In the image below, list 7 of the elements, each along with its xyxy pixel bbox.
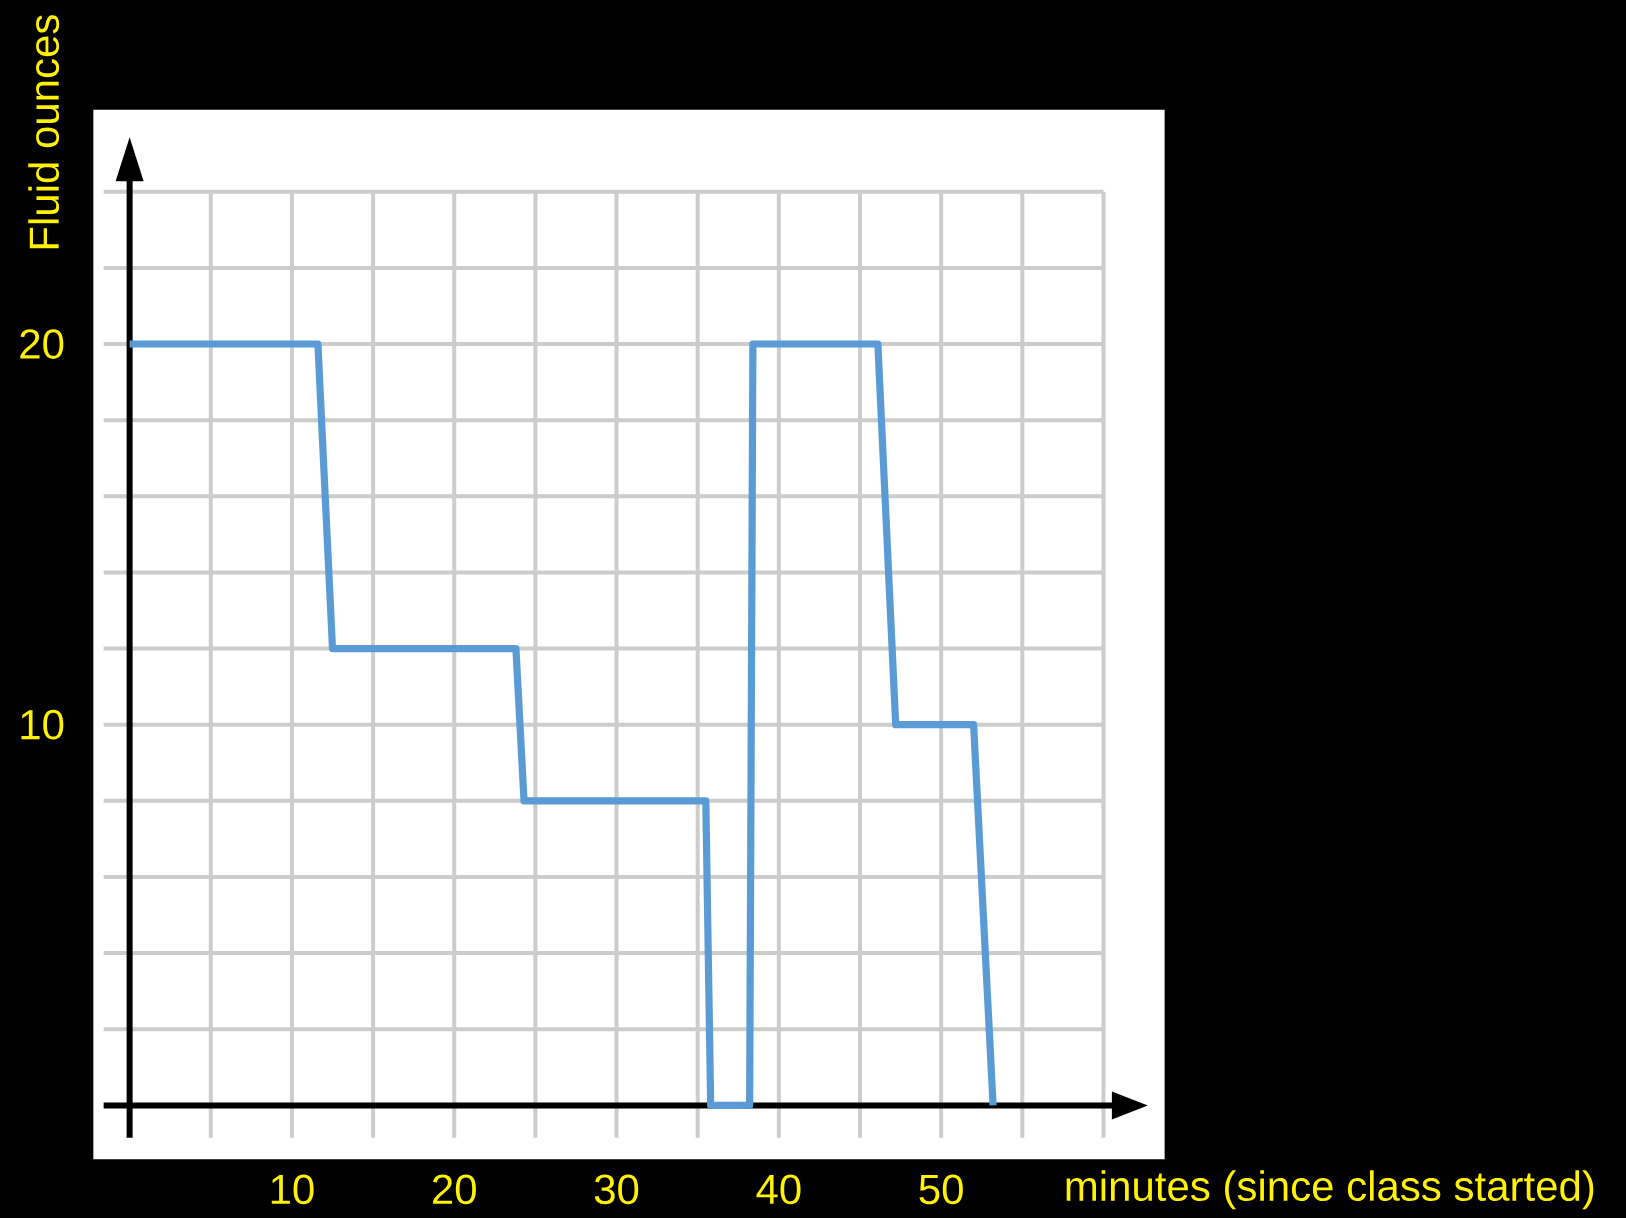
y-axis-title: Fluid ounces — [28, 14, 60, 249]
x-tick-label: 40 — [756, 1174, 801, 1205]
x-axis-title: minutes (since class started) — [1066, 1170, 1594, 1210]
x-tick-label: 20 — [432, 1174, 476, 1205]
x-tick-label: 50 — [919, 1174, 963, 1205]
x-tick-label: 10 — [271, 1174, 314, 1205]
x-tick-label: 30 — [594, 1174, 639, 1205]
